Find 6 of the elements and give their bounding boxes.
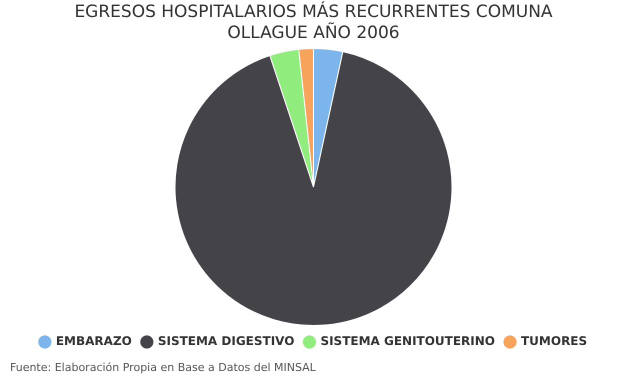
legend-label: SISTEMA GENITOUTERINO bbox=[320, 334, 495, 348]
legend-label: TUMORES bbox=[520, 334, 588, 348]
source-note: Fuente: Elaboración Propia en Base a Datos del MINSAL bbox=[10, 361, 316, 374]
legend-label: EMBARAZO bbox=[56, 334, 132, 348]
chart-title: EGRESOS HOSPITALARIOS MÁS RECURRENTES COMUNA OLLAGUE AÑO 2006 bbox=[73, 2, 554, 44]
legend-label: SISTEMA DIGESTIVO bbox=[158, 334, 294, 348]
